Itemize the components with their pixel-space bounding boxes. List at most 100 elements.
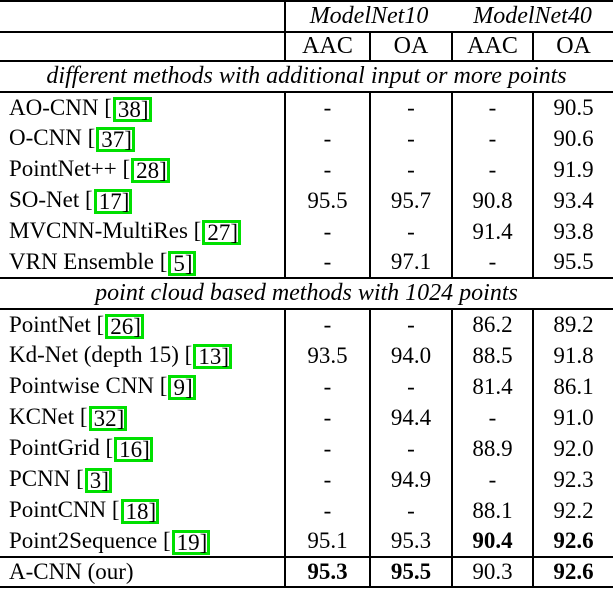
table-row: Point2Sequence [19] 95.1 95.3 90.4 92.6 bbox=[0, 526, 613, 557]
value-cell: 92.6 bbox=[532, 556, 613, 588]
value-cell: 95.5 bbox=[368, 556, 453, 588]
table-row: PointGrid [16] - -88.9 92.0 bbox=[0, 433, 613, 464]
method-cell: Point2Sequence [19] bbox=[0, 526, 285, 557]
section-title: point cloud based methods with 1024 poin… bbox=[0, 277, 613, 310]
value-cell: - bbox=[451, 123, 534, 154]
value-cell: 90.3 bbox=[451, 556, 534, 588]
citation-link[interactable]: 28] bbox=[131, 158, 170, 183]
value-cell: 88.9 bbox=[451, 433, 534, 464]
value-cell: - bbox=[284, 402, 370, 433]
value-cell: 97.1 bbox=[368, 247, 453, 278]
method-cell: Kd-Net (depth 15) [13] bbox=[0, 340, 285, 371]
citation-link[interactable]: 37] bbox=[96, 127, 135, 152]
value-cell: - bbox=[368, 371, 453, 402]
value-cell: - bbox=[284, 247, 370, 278]
value-cell: - bbox=[451, 154, 534, 185]
citation-link[interactable]: 38] bbox=[112, 96, 152, 122]
method-cell: SO-Net [17] bbox=[0, 185, 285, 216]
value-cell: 91.4 bbox=[451, 216, 534, 247]
method-label: A-CNN (our) bbox=[9, 559, 134, 584]
method-label: PointNet [ bbox=[9, 311, 105, 337]
value-cell: 81.4 bbox=[451, 371, 534, 402]
value-cell: - bbox=[284, 371, 370, 402]
method-label: AO-CNN [ bbox=[9, 94, 112, 120]
value-cell: 86.2 bbox=[451, 309, 534, 340]
citation-link[interactable]: 19] bbox=[171, 529, 211, 555]
value-cell: 90.4 bbox=[451, 526, 534, 557]
value-cell: 88.1 bbox=[451, 495, 534, 526]
method-cell: Pointwise CNN [9] bbox=[0, 371, 285, 402]
header-sub-row: AAC OA AAC OA bbox=[0, 32, 613, 62]
method-label: PointGrid [ bbox=[9, 435, 114, 460]
table-row-ours: A-CNN (our) 95.3 95.5 90.3 92.6 bbox=[0, 556, 613, 588]
value-cell: 92.2 bbox=[532, 495, 613, 526]
table-body: different methods with additional input … bbox=[0, 60, 613, 588]
value-cell: - bbox=[284, 216, 370, 247]
value-cell: - bbox=[451, 92, 534, 123]
citation-link[interactable]: 9] bbox=[168, 375, 196, 400]
method-cell: PointGrid [16] bbox=[0, 433, 285, 464]
value-cell: - bbox=[368, 309, 453, 340]
value-cell: 92.3 bbox=[532, 464, 613, 495]
value-cell: 93.4 bbox=[532, 185, 613, 216]
method-cell: KCNet [32] bbox=[0, 402, 285, 433]
method-cell: PointCNN [18] bbox=[0, 495, 285, 526]
table-row: VRN Ensemble [5] -97.1-95.5 bbox=[0, 247, 613, 278]
value-cell: 94.4 bbox=[368, 402, 453, 433]
value-cell: - bbox=[284, 92, 370, 123]
value-cell: 88.5 bbox=[451, 340, 534, 371]
method-label: Point2Sequence [ bbox=[9, 527, 171, 553]
value-cell: - bbox=[368, 92, 453, 123]
corner-cell bbox=[0, 32, 285, 62]
method-label: KCNet [ bbox=[9, 404, 88, 429]
header-group-row: ModelNet10 ModelNet40 bbox=[0, 1, 613, 33]
value-cell: 91.8 bbox=[532, 340, 613, 371]
value-cell: - bbox=[451, 402, 534, 433]
method-label: PointNet++ [ bbox=[9, 156, 131, 181]
citation-link[interactable]: 18] bbox=[120, 499, 160, 524]
table-row: SO-Net [17] 95.5 95.7 90.8 93.4 bbox=[0, 185, 613, 216]
col-header-oa-mn10: OA bbox=[368, 32, 453, 62]
section-title: different methods with additional input … bbox=[0, 60, 613, 93]
column-group-modelnet40: ModelNet40 bbox=[452, 1, 613, 33]
value-cell: - bbox=[368, 123, 453, 154]
value-cell: 93.5 bbox=[284, 340, 370, 371]
value-cell: 90.5 bbox=[532, 92, 613, 123]
citation-link[interactable]: 3] bbox=[84, 468, 112, 493]
value-cell: 95.7 bbox=[368, 185, 453, 216]
value-cell: 86.1 bbox=[532, 371, 613, 402]
table-row: PCNN [3] -94.9-92.3 bbox=[0, 464, 613, 495]
citation-link[interactable]: 5] bbox=[168, 250, 196, 276]
value-cell: - bbox=[284, 433, 370, 464]
section-header-row: different methods with additional input … bbox=[0, 60, 613, 93]
value-cell: 95.1 bbox=[284, 526, 370, 557]
table-row: Kd-Net (depth 15) [13] 93.5 94.0 88.5 91.8 bbox=[0, 340, 613, 371]
section-header-row: point cloud based methods with 1024 poin… bbox=[0, 277, 613, 310]
results-table: ModelNet10 ModelNet40 AAC OA AAC OA diff… bbox=[0, 0, 613, 588]
value-cell: 92.6 bbox=[532, 526, 613, 557]
method-label: MVCNN-MultiRes [ bbox=[9, 218, 202, 243]
method-cell: A-CNN (our) bbox=[0, 556, 285, 588]
table-row: AO-CNN [38] - - -90.5 bbox=[0, 92, 613, 123]
value-cell: 90.6 bbox=[532, 123, 613, 154]
table-row: PointCNN [18] - -88.1 92.2 bbox=[0, 495, 613, 526]
value-cell: 89.2 bbox=[532, 309, 613, 340]
citation-link[interactable]: 26] bbox=[105, 313, 144, 339]
table-row: MVCNN-MultiRes [27] - -91.4 93.8 bbox=[0, 216, 613, 247]
method-cell: AO-CNN [38] bbox=[0, 92, 285, 123]
method-label: O-CNN [ bbox=[9, 125, 96, 150]
value-cell: - bbox=[284, 464, 370, 495]
method-label: PointCNN [ bbox=[9, 497, 120, 522]
method-cell: VRN Ensemble [5] bbox=[0, 247, 285, 278]
value-cell: 90.8 bbox=[451, 185, 534, 216]
citation-link[interactable]: 17] bbox=[93, 189, 133, 214]
citation-link[interactable]: 13] bbox=[193, 344, 232, 369]
citation-link[interactable]: 16] bbox=[114, 437, 153, 462]
method-cell: MVCNN-MultiRes [27] bbox=[0, 216, 285, 247]
method-cell: PointNet [26] bbox=[0, 309, 285, 340]
value-cell: 92.0 bbox=[532, 433, 613, 464]
value-cell: 95.5 bbox=[532, 247, 613, 278]
citation-link[interactable]: 27] bbox=[202, 220, 241, 245]
citation-link[interactable]: 32] bbox=[88, 406, 128, 431]
value-cell: - bbox=[284, 495, 370, 526]
